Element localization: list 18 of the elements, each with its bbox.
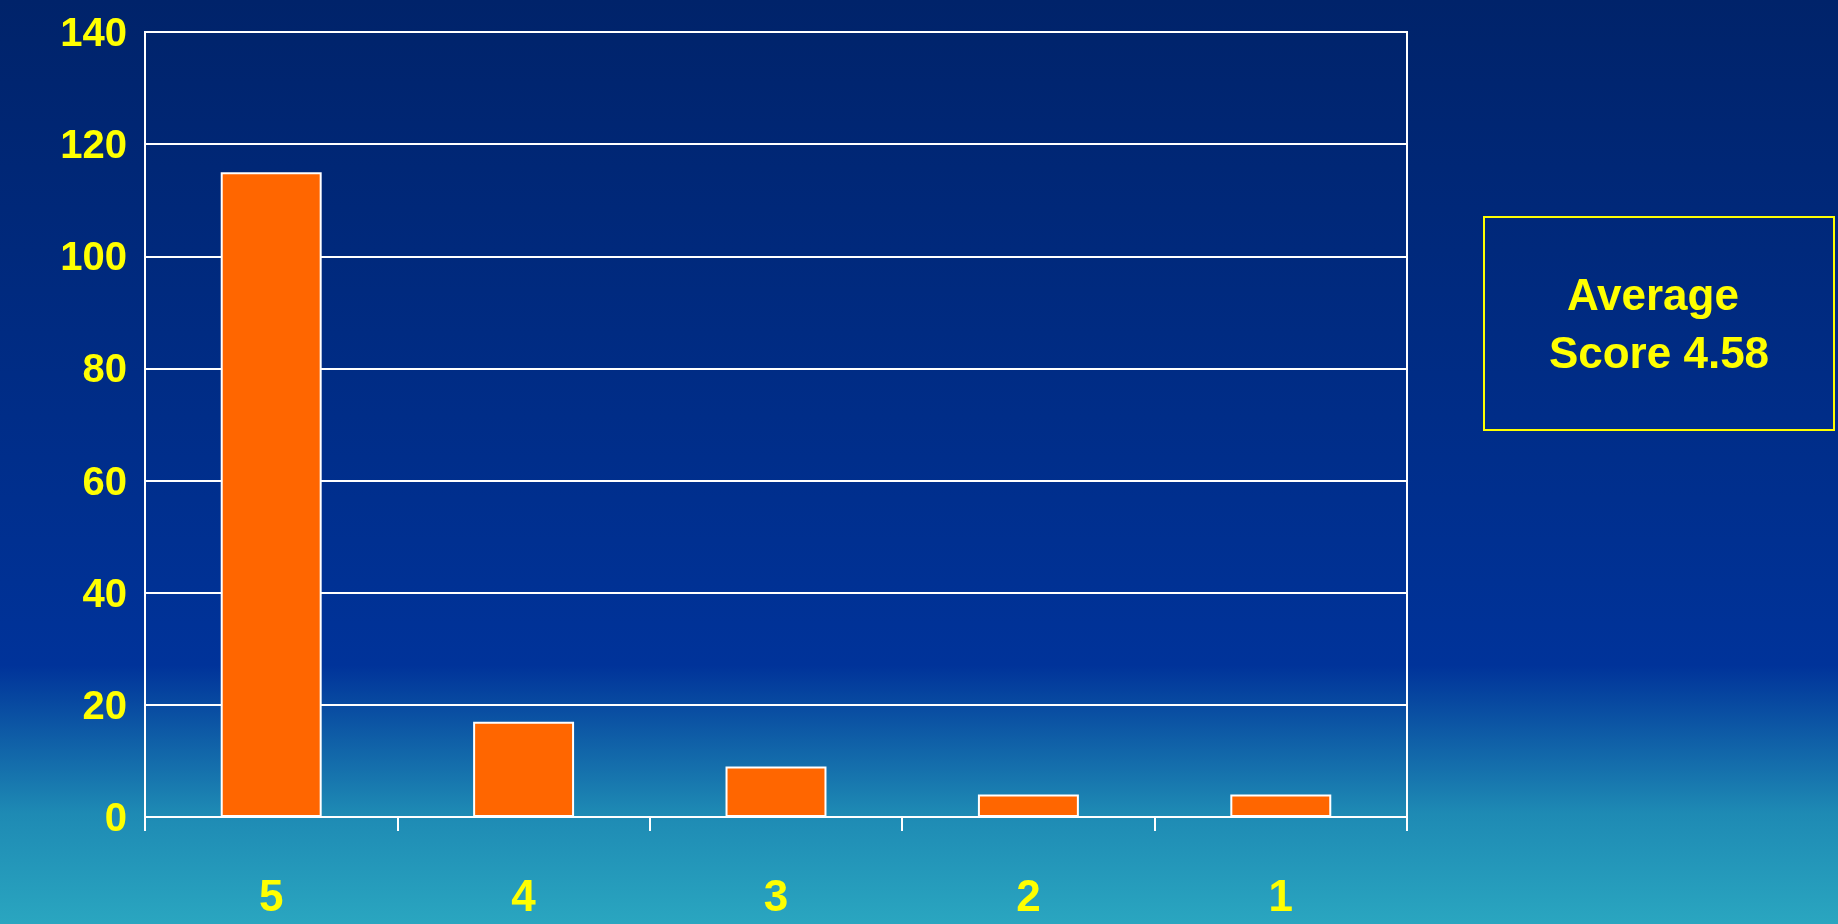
- y-tick-label: 60: [82, 458, 127, 503]
- text: Average Score 4.58: [1548, 269, 1770, 377]
- y-tick-label: 40: [82, 570, 127, 615]
- bar: [725, 766, 827, 817]
- y-tick-label: 120: [60, 122, 127, 167]
- y-tick-label: 20: [82, 682, 127, 727]
- x-tick-label: 4: [511, 870, 537, 920]
- x-tick-label: 3: [763, 870, 789, 920]
- bar: [977, 794, 1079, 817]
- x-tick-label: 1: [1268, 870, 1294, 920]
- bar: [1230, 794, 1332, 817]
- x-tick-label: 2: [1016, 870, 1041, 920]
- y-tick-label: 100: [60, 234, 127, 279]
- y-tick-label: 140: [60, 10, 127, 54]
- x-tick-label: 5: [258, 870, 284, 920]
- y-tick-label: 0: [104, 795, 127, 839]
- bar: [473, 721, 575, 817]
- y-tick-label: 80: [82, 346, 127, 391]
